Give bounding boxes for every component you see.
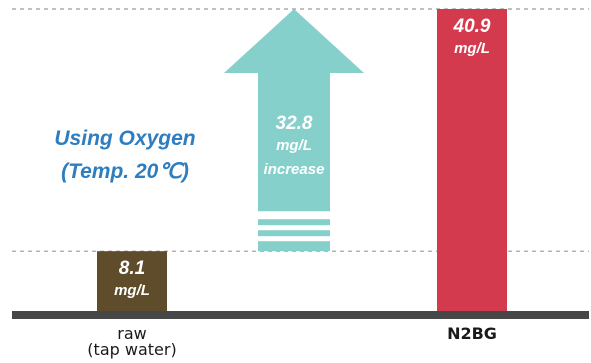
bar-value-label-2: 40.9	[453, 16, 491, 37]
bar-value-label-1: 8.1	[119, 258, 145, 279]
increase-value-label: 32.8	[276, 113, 313, 134]
increase-arrow-body	[224, 9, 364, 212]
bar-2	[437, 9, 507, 311]
increase-unit-label: mg/L	[276, 137, 312, 154]
increase-arrow	[224, 9, 364, 252]
bar-1	[97, 251, 167, 311]
bar-unit-label-2: mg/L	[454, 40, 490, 57]
x-axis-baseline	[12, 311, 589, 319]
annotation-title-line-2: (Temp. 20℃)	[61, 160, 189, 183]
category-label-1-line-1: raw	[117, 324, 146, 343]
increase-arrow-stripe-3	[258, 241, 330, 252]
increase-arrow-stripe-1	[258, 219, 330, 226]
category-label-1-line-2: (tap water)	[87, 340, 176, 359]
bar-unit-label-1: mg/L	[114, 282, 150, 299]
bars	[97, 9, 507, 311]
increase-word-label: increase	[264, 161, 325, 178]
increase-arrow-stripe-2	[258, 230, 330, 237]
category-label-2-line-1: N2BG	[447, 324, 497, 343]
labels: 8.1 mg/L 40.9 mg/L raw(tap water) N2BG	[87, 16, 497, 359]
annotation-title-line-1: Using Oxygen	[54, 127, 195, 150]
